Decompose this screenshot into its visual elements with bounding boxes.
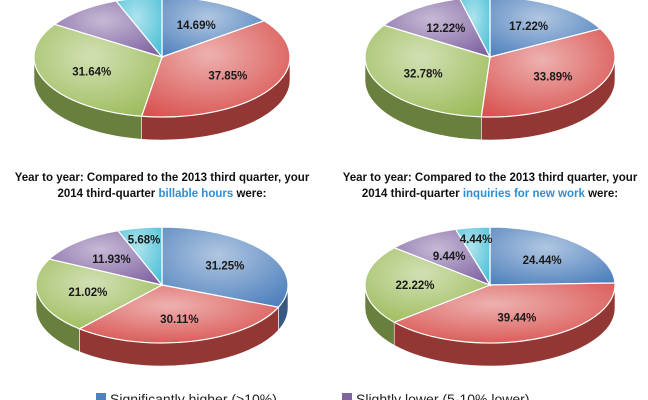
chart-title-text: 2014 third-quarter [58,188,159,200]
pie-slice-5 [454,226,491,288]
slice-label-2: 39.44% [497,312,536,324]
pie-slice-5 [116,226,163,287]
pie-slice-2 [78,284,280,344]
slice-label-3: 22.22% [395,280,434,292]
slice-label-5: 5.68% [128,234,161,246]
slice-label-2: 30.11% [160,314,198,326]
pie-chart-1: 14.69% 37.85% 31.64% [33,0,291,141]
slice-label-2: 37.85% [208,71,247,83]
slice-label-1: 17.22% [509,21,548,33]
pie-slice-4 [382,0,492,58]
chart-title-highlight: billable hours [158,188,233,200]
pie-slice-5 [459,0,491,58]
pie-slice-5 [115,0,163,59]
chart-title-text: were: [233,188,266,200]
chart-title-line-1: Year to year: Compared to the 2013 third… [343,172,638,184]
slice-label-5: 4.44% [460,234,493,246]
pie-slice-1 [161,226,289,308]
pie-chart-4: Year to year: Compared to the 2013 third… [343,172,638,367]
slice-label-3: 21.02% [68,287,107,299]
pie-slice-4 [48,230,164,286]
chart-title-text: 2014 third-quarter [362,188,463,200]
pie-slice-1 [489,0,602,58]
legend-item-1: Significantly higher (>10%) [96,391,277,400]
chart-title-line-2: 2014 third-quarter billable hours were: [58,188,267,200]
pie-slice-1 [489,226,616,286]
pie-slice-2 [140,20,291,118]
chart-title-line-1: Year to year: Compared to the 2013 third… [15,172,310,184]
chart-title-text: Year to year: Compared to the 2013 third… [343,172,638,184]
slice-label-1: 24.44% [523,255,562,267]
pie-chart-2: 17.22% 33.89% 32.78% 12.22% [364,0,616,141]
legend-swatch [96,393,106,400]
pie-slice-1 [161,0,266,58]
pie-chart-3: Year to year: Compared to the 2013 third… [15,172,310,367]
legend-swatch [342,393,352,400]
pie-slice-4 [53,0,164,59]
pie-slice-2 [480,28,616,118]
slice-label-2: 33.89% [533,72,572,84]
legend-label: Slightly lower (5-10% lower) [356,391,530,400]
slice-label-1: 31.25% [205,261,244,273]
pie-slice-2 [392,282,616,344]
slice-label-3: 32.78% [404,68,443,80]
pie-slice-3 [35,258,164,330]
pie-slice-3 [364,247,492,323]
legend: Significantly higher (>10%) Slightly lowe… [96,391,530,400]
legend-label: Significantly higher (>10%) [110,391,277,400]
slice-label-4: 9.44% [433,251,466,263]
chart-title-text: Year to year: Compared to the 2013 third… [15,172,310,184]
slice-label-3: 31.64% [72,67,111,79]
charts-layer: 14.69% 37.85% 31.64% 17.22% 33.89% 32.78% 12.2… [15,0,638,367]
slice-label-4: 12.22% [426,23,465,35]
legend-item-2: Slightly lower (5-10% lower) [342,391,530,400]
chart-title-highlight: inquiries for new work [463,188,586,200]
chart-title-text: were: [585,188,618,200]
slice-label-4: 11.93% [92,254,130,266]
chart-title-line-2: 2014 third-quarter inquiries for new wor… [362,188,618,200]
slice-label-1: 14.69% [177,20,216,32]
